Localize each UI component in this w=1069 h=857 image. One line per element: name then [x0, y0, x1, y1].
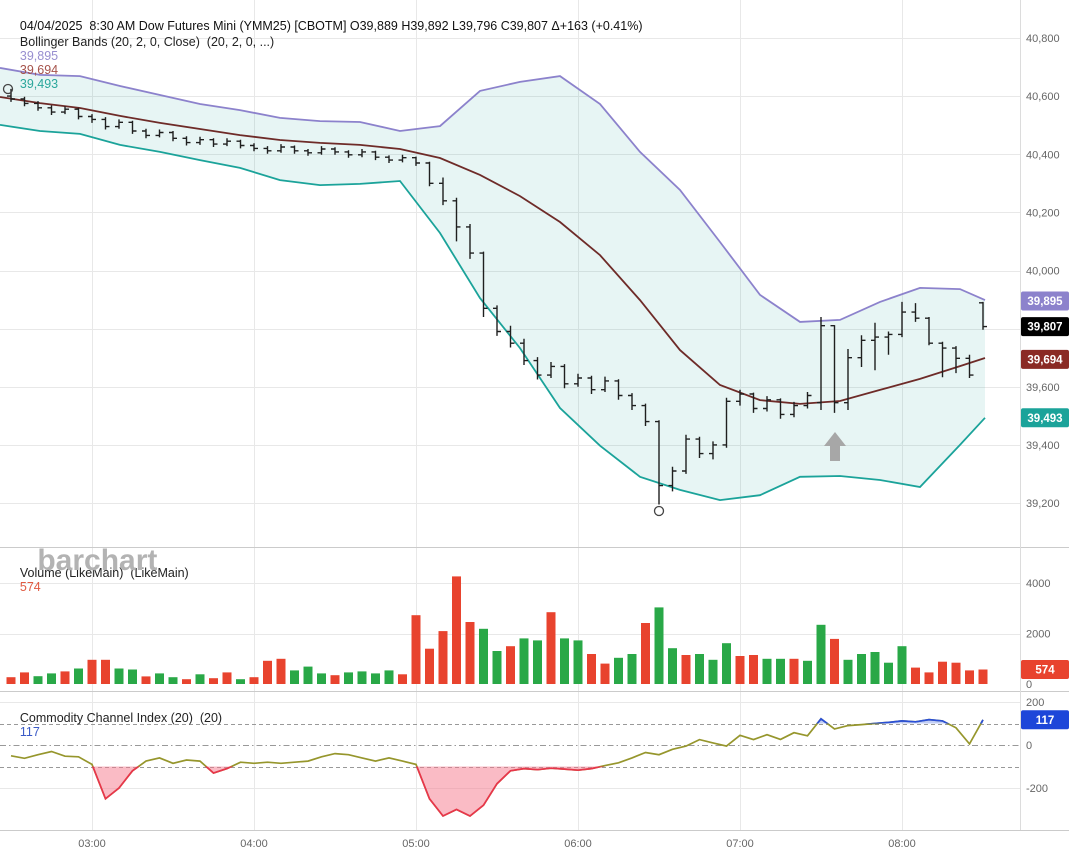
svg-text:40,800: 40,800 [1026, 33, 1060, 45]
bollinger-middle-line [0, 96, 986, 405]
volume-bars [6, 576, 988, 684]
cci-badge: 117 [1021, 710, 1069, 730]
bollinger-lower-line [0, 124, 986, 502]
cci-legend-value: 117 [19, 725, 40, 739]
svg-text:39,493: 39,493 [1027, 413, 1062, 425]
svg-text:39,694: 39,694 [1027, 354, 1063, 366]
volume-badge: 574 [1021, 660, 1069, 679]
svg-text:200: 200 [1026, 697, 1044, 709]
cci-legend[interactable]: Commodity Channel Index (20) (20) 117 [6, 697, 226, 753]
up-arrow-annotation [824, 432, 846, 461]
bollinger-lower-value: 39,493 [19, 77, 59, 91]
svg-text:05:00: 05:00 [402, 838, 430, 850]
svg-text:39,600: 39,600 [1026, 382, 1060, 394]
svg-text:2000: 2000 [1026, 629, 1050, 641]
svg-text:39,400: 39,400 [1026, 440, 1060, 452]
ohlc-bars [7, 88, 987, 505]
bollinger-legend-label: Bollinger Bands (20, 2, 0, Close) (20, 2… [19, 35, 275, 49]
gridlines [0, 0, 1020, 830]
svg-text:04:00: 04:00 [240, 838, 268, 850]
bollinger-bands [0, 67, 986, 502]
cci-legend-label: Commodity Channel Index (20) (20) [19, 711, 223, 725]
svg-text:06:00: 06:00 [564, 838, 592, 850]
svg-text:39,200: 39,200 [1026, 498, 1060, 510]
svg-text:40,400: 40,400 [1026, 149, 1060, 161]
svg-text:08:00: 08:00 [888, 838, 916, 850]
svg-text:40,600: 40,600 [1026, 91, 1060, 103]
svg-text:07:00: 07:00 [726, 838, 754, 850]
svg-text:117: 117 [1036, 715, 1055, 727]
volume-legend-label: Volume (LikeMain) (LikeMain) [19, 566, 189, 580]
cycle-marker-circle [2, 83, 14, 95]
cci-line [10, 717, 984, 818]
price-badge: 39,694 [1021, 349, 1069, 369]
cycle-marker-circle [653, 505, 665, 517]
price-badge: 39,807 [1021, 317, 1069, 337]
barchart-watermark: barchart [37, 544, 158, 577]
svg-text:-200: -200 [1026, 783, 1048, 795]
panel-dividers [0, 0, 1069, 831]
volume-legend[interactable]: Volume (LikeMain) (LikeMain) 574 [6, 552, 192, 608]
bollinger-middle-value: 39,694 [19, 63, 59, 77]
chart-title: 04/04/2025 8:30 AM Dow Futures Mini (YMM… [6, 5, 643, 47]
cci-oversold-fill [11, 766, 983, 816]
svg-text:4000: 4000 [1026, 578, 1050, 590]
svg-text:0: 0 [1026, 679, 1032, 691]
svg-text:40,200: 40,200 [1026, 207, 1060, 219]
svg-text:39,895: 39,895 [1027, 296, 1063, 308]
price-badge: 39,493 [1021, 408, 1069, 428]
svg-text:03:00: 03:00 [78, 838, 106, 850]
bollinger-legend[interactable]: Bollinger Bands (20, 2, 0, Close) (20, 2… [6, 21, 279, 105]
axis-labels: 40,800 40,600 40,400 40,200 40,000 39,600 39,4… [78, 33, 1059, 850]
symbol-ohlc-text: 04/04/2025 8:30 AM Dow Futures Mini (YMM… [19, 19, 643, 33]
svg-text:39,807: 39,807 [1027, 322, 1062, 334]
bollinger-upper-line [0, 67, 986, 323]
price-badge: 39,895 [1021, 291, 1069, 311]
bollinger-upper-value: 39,895 [19, 49, 59, 63]
svg-text:0: 0 [1026, 740, 1032, 752]
svg-text:574: 574 [1035, 665, 1055, 677]
svg-text:40,000: 40,000 [1026, 266, 1060, 278]
volume-legend-value: 574 [19, 580, 41, 594]
